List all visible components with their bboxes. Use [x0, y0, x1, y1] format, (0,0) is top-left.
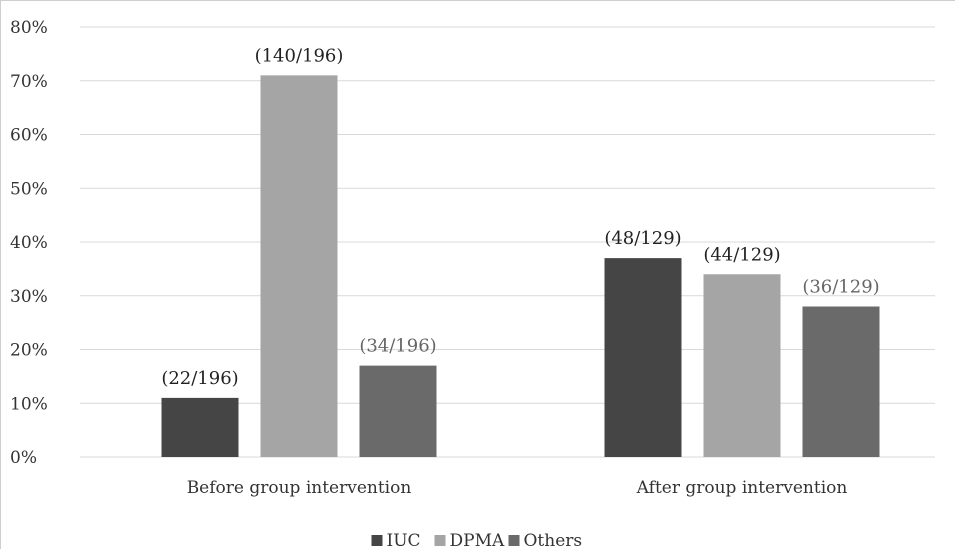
data-label: (22/196)	[161, 368, 238, 389]
data-label: (48/129)	[604, 228, 681, 249]
legend-swatch-others	[508, 535, 520, 546]
data-label: (44/129)	[703, 244, 780, 265]
legend: IUC DPMA Others	[371, 531, 583, 550]
legend-label-dpma: DPMA	[450, 531, 505, 550]
y-axis: 0% 10% 20% 30% 40% 50% 60% 70% 80%	[10, 18, 48, 468]
data-labels: (22/196) (140/196) (34/196) (48/129) (44/129…	[161, 45, 879, 389]
data-label: (36/129)	[802, 277, 879, 298]
x-axis: Before group intervention After group int…	[187, 478, 848, 498]
bar-others-after	[802, 306, 880, 457]
y-tick-label: 80%	[10, 18, 48, 38]
bars	[161, 75, 880, 457]
data-label: (140/196)	[255, 45, 344, 66]
category-label: After group intervention	[636, 478, 848, 498]
legend-label-iuc: IUC	[387, 531, 421, 550]
y-tick-label: 50%	[10, 179, 48, 199]
y-tick-label: 20%	[10, 341, 48, 361]
y-tick-label: 60%	[10, 126, 48, 146]
legend-swatch-iuc	[371, 535, 383, 546]
bar-iuc-before	[161, 397, 239, 457]
y-tick-label: 10%	[10, 394, 48, 414]
category-label: Before group intervention	[187, 478, 412, 498]
gridlines	[80, 26, 935, 458]
y-tick-label: 40%	[10, 233, 48, 253]
data-label: (34/196)	[359, 336, 436, 357]
legend-swatch-dpma	[434, 535, 446, 546]
y-tick-label: 30%	[10, 287, 48, 307]
bar-dpma-after	[703, 274, 781, 457]
legend-label-others: Others	[524, 531, 583, 550]
y-tick-label: 70%	[10, 72, 48, 92]
bar-iuc-after	[604, 258, 682, 457]
bar-others-before	[359, 365, 437, 457]
bar-dpma-before	[260, 75, 338, 457]
y-tick-label: 0%	[10, 448, 37, 468]
